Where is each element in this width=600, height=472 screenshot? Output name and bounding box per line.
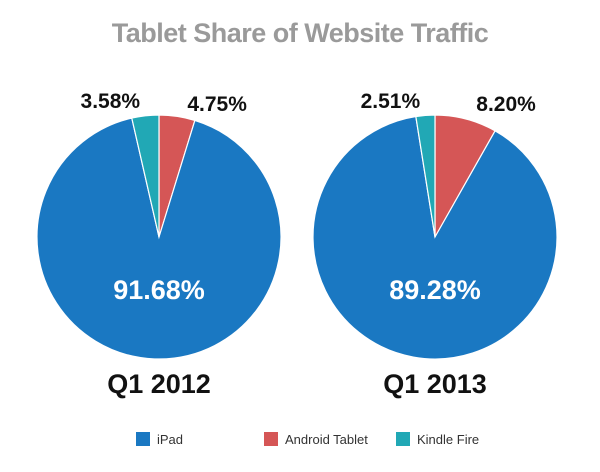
pie-slice-kindle-fire — [415, 114, 436, 238]
pie-slice-kindle-fire — [131, 114, 160, 238]
data-label-android-tablet: 4.75% — [187, 93, 247, 116]
pie-caption: Q1 2012 — [107, 369, 211, 399]
legend-swatch-ipad — [136, 432, 150, 446]
legend-label-kindle-fire: Kindle Fire — [417, 431, 480, 447]
data-label-android-tablet: 8.20% — [476, 93, 536, 116]
data-label-ipad: 89.28% — [389, 275, 481, 305]
data-label-kindle-fire: 3.58% — [81, 90, 141, 113]
pie-slice-ipad — [36, 117, 282, 360]
legend-swatch-kindle-fire — [396, 432, 410, 446]
data-label-kindle-fire: 2.51% — [361, 90, 421, 113]
legend: iPad Android Tablet Kindle Fire — [0, 429, 600, 449]
pie-slice-ipad — [312, 115, 558, 360]
pie-q1-2013: 89.28% 8.20% 2.51% Q1 2013 — [312, 90, 558, 399]
chart-title: Tablet Share of Website Traffic — [111, 18, 489, 48]
data-label-ipad: 91.68% — [113, 275, 205, 305]
pie-q1-2012: 91.68% 4.75% 3.58% Q1 2012 — [36, 90, 282, 399]
legend-swatch-android-tablet — [264, 432, 278, 446]
legend-label-android-tablet: Android Tablet — [285, 431, 368, 447]
legend-item-kindle-fire: Kindle Fire — [396, 429, 479, 449]
legend-item-android-tablet: Android Tablet — [264, 429, 368, 449]
pie-caption: Q1 2013 — [383, 369, 487, 399]
legend-item-ipad: iPad — [136, 429, 183, 449]
legend-label-ipad: iPad — [157, 431, 184, 447]
